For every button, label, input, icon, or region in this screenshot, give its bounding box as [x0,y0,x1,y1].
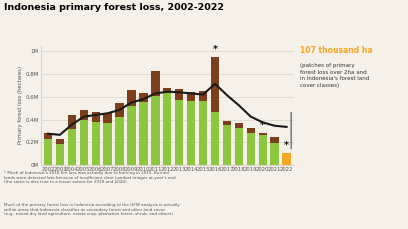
Bar [91,112,100,122]
Bar [127,90,135,106]
Bar [80,110,88,120]
Text: *: * [213,45,217,54]
Bar [235,123,243,128]
Bar [115,103,124,117]
Bar [259,133,267,135]
Bar [104,113,112,123]
Bar [271,143,279,165]
Bar [139,93,148,102]
Bar [211,112,219,165]
Y-axis label: Primary forest loss (hectares): Primary forest loss (hectares) [18,66,22,144]
Bar [187,92,195,101]
Bar [271,137,279,143]
Bar [282,153,291,165]
Text: *: * [260,121,265,130]
Bar [56,139,64,144]
Bar [175,100,183,165]
Text: 107 thousand ha: 107 thousand ha [300,46,373,55]
Bar [44,133,52,139]
Bar [68,115,76,129]
Bar [80,120,88,165]
Text: *: * [284,141,289,150]
Text: (patches of primary
forest loss over 2ha and
in Indonesia's forest land
cover cl: (patches of primary forest loss over 2ha… [300,63,369,88]
Bar [139,102,148,165]
Bar [235,128,243,165]
Bar [104,123,112,165]
Bar [246,128,255,133]
Bar [199,91,207,101]
Bar [151,96,160,165]
Bar [115,117,124,165]
Bar [91,122,100,165]
Text: Much of the primary forest loss in Indonesia according to the GFW analysis is ac: Much of the primary forest loss in Indon… [4,203,180,216]
Bar [246,133,255,165]
Bar [151,71,160,96]
Bar [259,135,267,165]
Text: Indonesia primary forest loss, 2002-2022: Indonesia primary forest loss, 2002-2022 [4,3,224,12]
Text: * Much of Indonesia's 2016 fire loss was actually due to burning in 2015. Burned: * Much of Indonesia's 2016 fire loss was… [4,171,176,184]
Bar [199,101,207,165]
Bar [44,139,52,165]
Bar [175,89,183,100]
Bar [223,125,231,165]
Bar [163,93,171,165]
Bar [56,144,64,165]
Bar [68,129,76,165]
Bar [223,121,231,125]
Bar [127,106,135,165]
Bar [211,57,219,112]
Bar [187,101,195,165]
Bar [163,88,171,93]
